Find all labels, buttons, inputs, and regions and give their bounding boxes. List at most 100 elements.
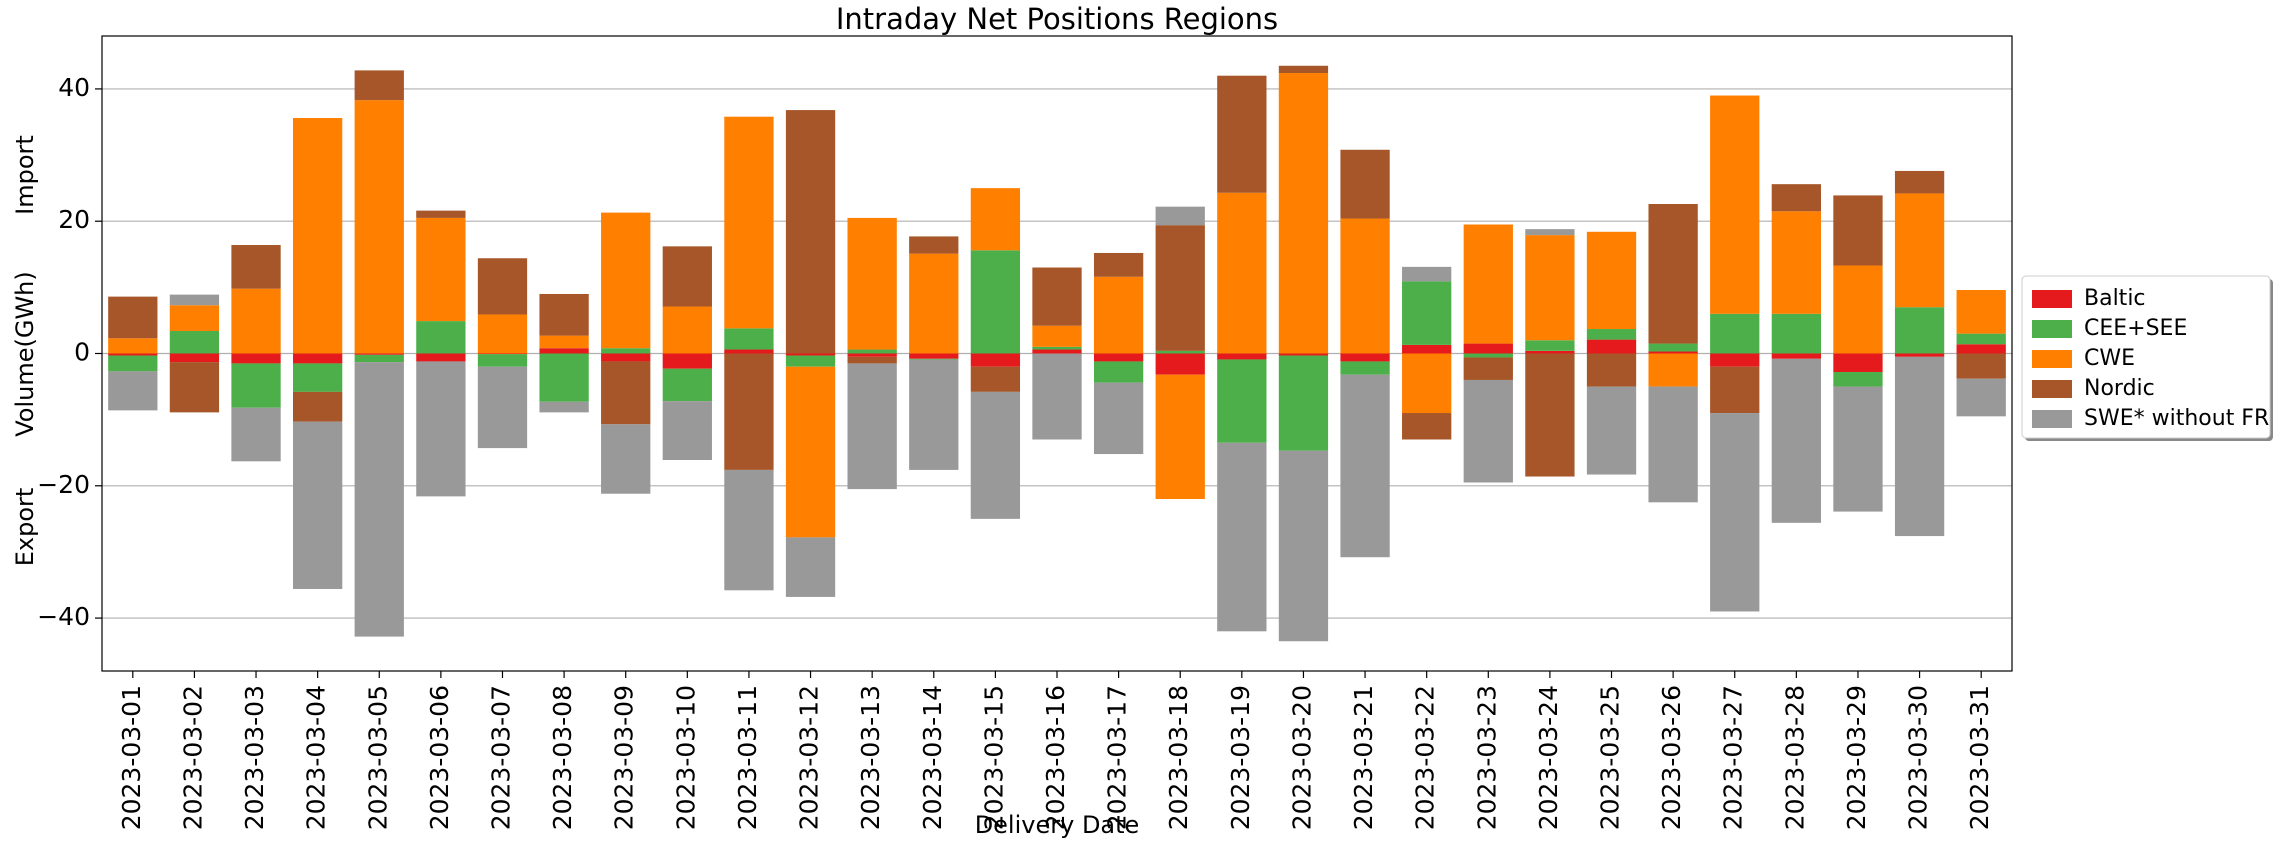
bar — [1155, 374, 1205, 500]
bar — [970, 250, 1021, 354]
bar — [1648, 353, 1698, 387]
x-tick-label: 2023-03-29 — [1842, 685, 1871, 830]
bar — [1402, 413, 1452, 440]
bar — [601, 424, 651, 494]
bar — [601, 353, 651, 362]
bar — [354, 354, 404, 363]
bar — [1278, 355, 1329, 451]
bar — [108, 338, 158, 354]
legend-swatch — [2032, 290, 2072, 308]
bar — [1217, 359, 1267, 443]
bar — [1525, 353, 1575, 477]
bar — [539, 335, 589, 349]
bar — [1278, 65, 1329, 74]
bar — [1278, 73, 1329, 354]
bar — [1956, 378, 2006, 417]
bar — [539, 348, 589, 354]
bar — [909, 236, 959, 254]
bar — [1463, 343, 1513, 354]
bar — [1586, 386, 1637, 475]
y-tick-label: −40 — [37, 602, 90, 631]
bar — [1833, 386, 1883, 512]
bar — [1525, 350, 1575, 354]
x-tick-label: 2023-03-18 — [1164, 685, 1193, 830]
bar — [785, 110, 836, 354]
bar — [847, 349, 897, 354]
bar — [1894, 353, 1945, 357]
bar — [416, 217, 466, 322]
x-tick-label: 2023-03-11 — [733, 685, 762, 830]
y-tick-label: 40 — [58, 73, 90, 102]
bar — [1710, 95, 1760, 314]
bar — [1956, 290, 2006, 334]
bar — [847, 356, 897, 364]
bar — [1894, 307, 1945, 354]
bar — [1340, 361, 1390, 375]
plot-frame — [101, 35, 2013, 672]
bar — [539, 401, 589, 413]
bar — [1217, 442, 1267, 632]
bar — [724, 116, 774, 329]
legend-swatch — [2032, 410, 2072, 428]
y-tick-label: 0 — [74, 338, 90, 367]
chart-title: Intraday Net Positions Regions — [836, 2, 1278, 36]
x-tick-label: 2023-03-27 — [1719, 685, 1748, 830]
bar — [354, 70, 404, 101]
bar — [785, 353, 836, 356]
bar — [1463, 357, 1513, 380]
x-tick-label: 2023-03-10 — [671, 685, 700, 830]
bar — [1894, 193, 1945, 308]
bar — [847, 363, 897, 490]
x-tick-label: 2023-03-26 — [1657, 685, 1686, 830]
bar — [1032, 349, 1082, 354]
bar — [231, 245, 281, 289]
bar — [1894, 356, 1945, 537]
legend-label: CEE+SEE — [2084, 316, 2187, 341]
bar — [1525, 340, 1575, 351]
bar — [785, 366, 836, 538]
legend-label: Nordic — [2084, 376, 2155, 401]
bar — [724, 349, 774, 354]
bar — [293, 363, 343, 392]
bar — [293, 353, 343, 364]
bar — [539, 293, 589, 336]
bar — [477, 353, 528, 355]
x-tick-label: 2023-03-13 — [856, 685, 885, 830]
x-tick-label: 2023-03-20 — [1287, 685, 1316, 830]
annotation: Import — [11, 135, 39, 215]
bar — [1586, 231, 1637, 330]
bar — [231, 363, 281, 408]
bar — [1648, 343, 1698, 352]
bar — [477, 314, 528, 354]
bar — [970, 366, 1021, 392]
x-tick-label: 2023-03-04 — [302, 685, 331, 830]
bar — [1463, 224, 1513, 344]
bar — [1586, 339, 1637, 354]
x-tick-label: 2023-03-07 — [486, 685, 515, 830]
bar — [662, 401, 712, 460]
x-tick-label: 2023-03-12 — [795, 685, 824, 830]
bar — [1340, 149, 1390, 219]
bar — [909, 353, 959, 359]
x-tick-label: 2023-03-25 — [1596, 685, 1625, 830]
bar — [1155, 206, 1205, 226]
bar — [1894, 170, 1945, 194]
bar — [1155, 350, 1205, 354]
bar — [1648, 204, 1698, 344]
x-tick-label: 2023-03-21 — [1349, 685, 1378, 830]
bar — [909, 359, 959, 470]
bar — [970, 188, 1021, 251]
bar — [169, 362, 220, 413]
bar — [1771, 358, 1821, 523]
annotation: Export — [11, 488, 39, 567]
y-axis-label: Volume(GWh) — [11, 271, 39, 437]
bar — [1956, 353, 2006, 379]
bar — [169, 305, 220, 332]
x-tick-label: 2023-03-22 — [1411, 685, 1440, 830]
bar — [169, 353, 220, 363]
legend-swatch — [2032, 320, 2072, 338]
y-tick-label: 20 — [58, 205, 90, 234]
bar — [108, 296, 158, 339]
bar — [1710, 413, 1760, 612]
